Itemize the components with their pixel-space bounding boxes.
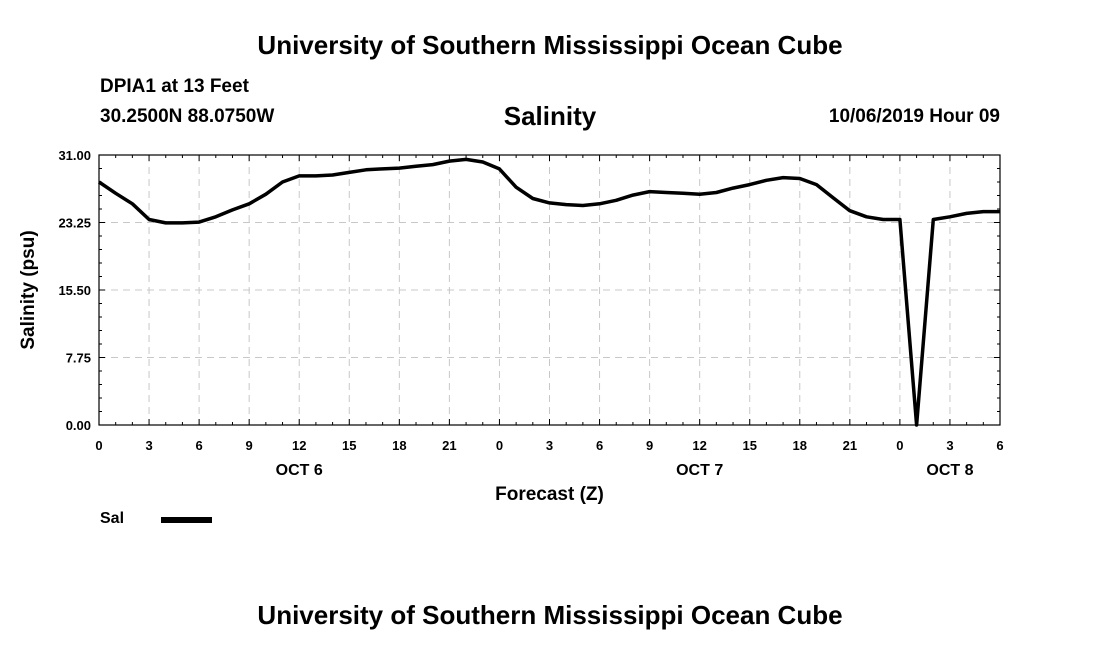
x-tick-label: 6 xyxy=(996,438,1003,453)
plot-frame xyxy=(98,154,1001,426)
y-tick-label: 0.00 xyxy=(66,418,91,433)
y-tick-label: 15.50 xyxy=(58,283,91,298)
x-tick-label: 12 xyxy=(292,438,306,453)
y-tick-label: 31.00 xyxy=(58,148,91,163)
x-tick-label: 3 xyxy=(546,438,553,453)
x-tick-label: 21 xyxy=(843,438,857,453)
x-axis-label: Forecast (Z) xyxy=(495,484,604,505)
legend-swatch xyxy=(161,517,212,523)
x-tick-label: 12 xyxy=(692,438,706,453)
chart-title: Salinity xyxy=(503,101,597,131)
x-tick-label: 18 xyxy=(392,438,406,453)
x-tick-label: 9 xyxy=(246,438,253,453)
date-label: OCT 8 xyxy=(926,462,973,479)
page-title: University of Southern Mississippi Ocean… xyxy=(257,30,843,60)
x-tick-label: 0 xyxy=(896,438,903,453)
x-tick-label: 0 xyxy=(95,438,102,453)
date-label: OCT 7 xyxy=(676,462,723,479)
station-coordinates: 30.2500N 88.0750W xyxy=(100,106,275,127)
station-label: DPIA1 at 13 Feet xyxy=(100,76,249,97)
x-tick-label: 6 xyxy=(195,438,202,453)
y-axis-label: Salinity (psu) xyxy=(18,230,39,349)
x-tick-label: 0 xyxy=(496,438,503,453)
x-tick-label: 3 xyxy=(145,438,152,453)
forecast-timestamp: 10/06/2019 Hour 09 xyxy=(828,106,1000,127)
x-tick-label: 3 xyxy=(946,438,953,453)
y-tick-label: 7.75 xyxy=(66,351,91,366)
x-tick-label: 18 xyxy=(793,438,807,453)
x-tick-label: 6 xyxy=(596,438,603,453)
footer-title: University of Southern Mississippi Ocean… xyxy=(257,600,843,630)
x-tick-label: 15 xyxy=(342,438,356,453)
x-tick-label: 9 xyxy=(646,438,653,453)
date-label: OCT 6 xyxy=(276,462,323,479)
x-tick-label: 15 xyxy=(742,438,756,453)
x-tick-label: 21 xyxy=(442,438,456,453)
salinity-chart: 0.00 7.75 15.50 23.25 31.00 0 3 6 9 12 15 18 21 0 3 6 9 1… xyxy=(18,148,1004,505)
series-line-sal xyxy=(98,157,1000,427)
legend-label: Sal xyxy=(100,510,125,527)
y-tick-label: 23.25 xyxy=(58,216,91,231)
